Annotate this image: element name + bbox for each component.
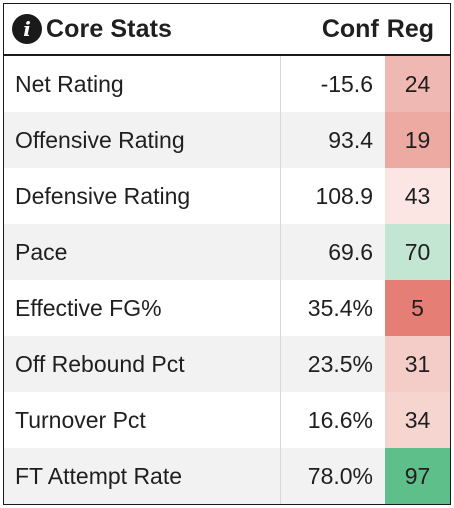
stat-label: Pace (4, 224, 281, 280)
column-headers: Conf Reg (274, 15, 450, 44)
stat-value: 78.0% (307, 462, 373, 489)
stats-rows: Net Rating -15.6 24 Offensive Rating 93.… (4, 56, 450, 504)
table-row: Defensive Rating 108.9 43 (4, 168, 450, 224)
stat-rank: 97 (385, 448, 450, 504)
column-header-conf[interactable]: Conf (321, 14, 379, 43)
stat-rank: 5 (385, 280, 450, 336)
stat-rank: 24 (385, 56, 450, 112)
stat-value: 69.6 (328, 238, 373, 265)
stat-label: Net Rating (4, 56, 281, 112)
core-stats-card: i Core Stats Conf Reg Net Rating -15.6 2… (3, 3, 451, 505)
stat-label: Effective FG% (4, 280, 281, 336)
table-row: Turnover Pct 16.6% 34 (4, 392, 450, 448)
stat-label: Defensive Rating (4, 168, 281, 224)
stat-rank: 31 (385, 336, 450, 392)
column-header-reg[interactable]: Reg (386, 14, 434, 43)
table-header: i Core Stats Conf Reg (4, 4, 450, 56)
stat-rank: 43 (385, 168, 450, 224)
table-row: FT Attempt Rate 78.0% 97 (4, 448, 450, 504)
stat-value: 93.4 (328, 126, 373, 153)
stat-label: Off Rebound Pct (4, 336, 281, 392)
info-icon[interactable]: i (12, 14, 42, 44)
header-title-group: i Core Stats (4, 14, 274, 44)
table-title: Core Stats (46, 14, 173, 43)
table-row: Offensive Rating 93.4 19 (4, 112, 450, 168)
stat-value: 35.4% (307, 294, 373, 321)
table-row: Net Rating -15.6 24 (4, 56, 450, 112)
stat-value: 23.5% (307, 350, 373, 377)
stat-label: Turnover Pct (4, 392, 281, 448)
stat-label: Offensive Rating (4, 112, 281, 168)
stat-rank: 34 (385, 392, 450, 448)
stat-value: 108.9 (315, 182, 373, 209)
table-row: Off Rebound Pct 23.5% 31 (4, 336, 450, 392)
stat-value: 16.6% (307, 406, 373, 433)
stat-rank: 70 (385, 224, 450, 280)
table-row: Effective FG% 35.4% 5 (4, 280, 450, 336)
table-row: Pace 69.6 70 (4, 224, 450, 280)
stat-rank: 19 (385, 112, 450, 168)
stat-label: FT Attempt Rate (4, 448, 281, 504)
stat-value: -15.6 (320, 70, 373, 97)
